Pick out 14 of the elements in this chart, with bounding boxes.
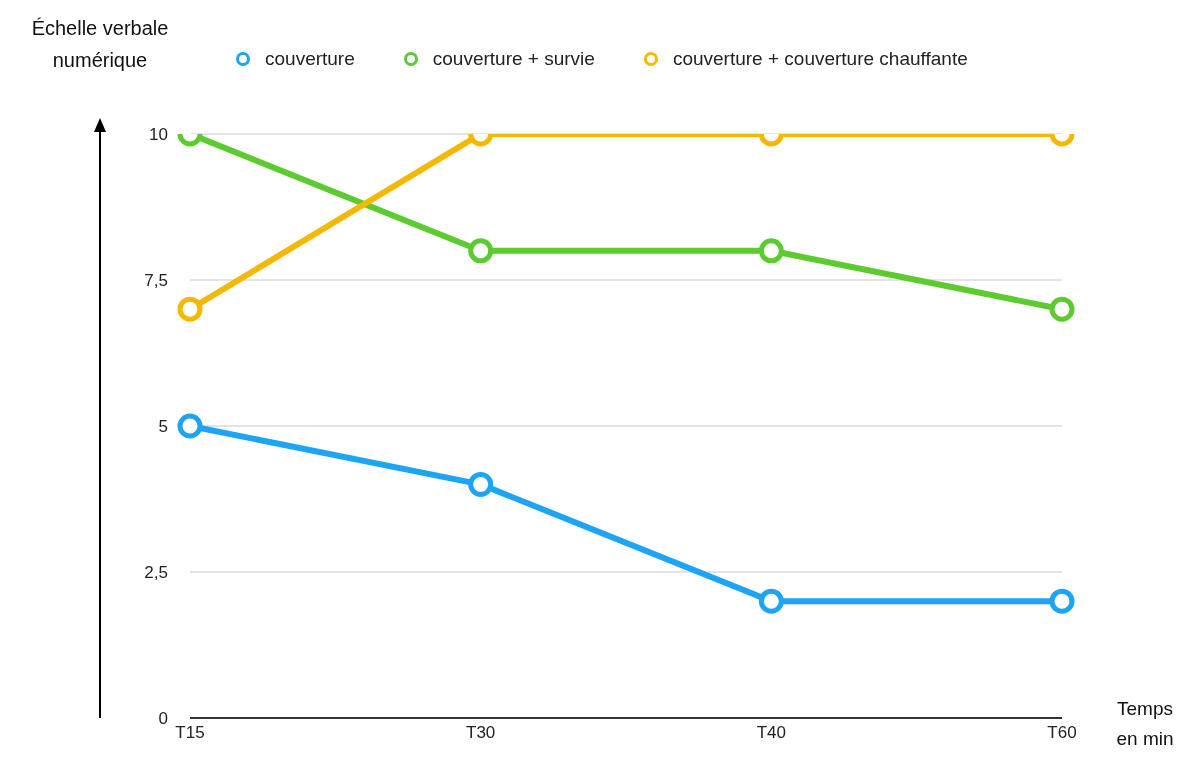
legend-label: couverture + survie [432,48,595,70]
x-tick-label: T15 [175,723,205,743]
y-tick-label: 7,5 [144,271,168,291]
y-axis-title: Échelle verbale numérique [30,16,170,73]
y-tick-label: 10 [149,125,168,145]
legend-label: couverture [265,48,355,70]
x-tick-label: T60 [1047,723,1077,743]
legend-label: couverture + couverture chauffante [672,48,968,70]
y-tick-label: 2,5 [144,563,168,583]
x-tick-label: T40 [756,723,786,743]
x-tick-label: T30 [466,723,496,743]
y-tick-label: 5 [158,417,168,437]
x-axis-title: Temps en min [1115,697,1175,751]
y-tick-label: 0 [158,709,168,729]
